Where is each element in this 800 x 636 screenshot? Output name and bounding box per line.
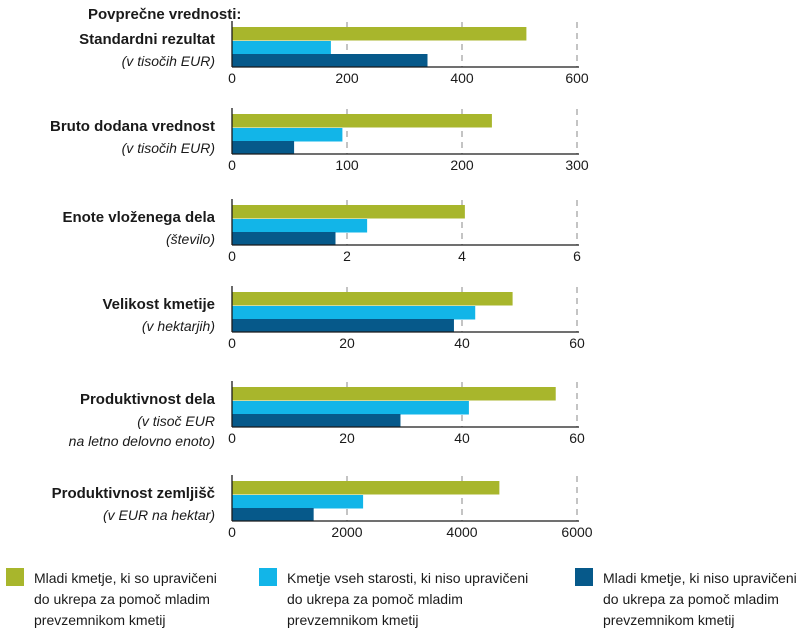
bar-5-1 <box>232 495 364 509</box>
legend-label: Mladi kmetje, ki so upravičeni <box>34 570 217 586</box>
panel-title: Velikost kmetije <box>102 296 215 313</box>
chart-legend: Mladi kmetje, ki so upravičeni do ukrepa … <box>6 568 797 628</box>
tick-label: 60 <box>569 430 585 446</box>
bar-5-0 <box>232 481 500 495</box>
panel-title: Produktivnost zemljišč <box>52 485 215 502</box>
tick-label: 0 <box>228 430 236 446</box>
panel-subtitle: (v tisočih EUR) <box>122 140 215 156</box>
tick-label: 4 <box>458 248 466 264</box>
tick-label: 40 <box>454 335 470 351</box>
tick-label: 0 <box>228 335 236 351</box>
legend-label: prevzemnikom kmetij <box>603 612 734 628</box>
legend-label: prevzemnikom kmetij <box>287 612 418 628</box>
chart-header: Povprečne vrednosti: <box>88 6 241 23</box>
tick-label: 6 <box>573 248 581 264</box>
panel-subtitle: na letno delovno enoto) <box>69 433 215 449</box>
tick-label: 400 <box>450 70 474 86</box>
bar-3-2 <box>232 319 454 333</box>
legend-label: do ukrepa za pomoč mladim <box>603 591 779 607</box>
legend-item-1: Kmetje vseh starosti, ki niso upravičeni… <box>259 568 528 628</box>
bar-3-1 <box>232 306 476 320</box>
tick-label: 300 <box>565 157 589 173</box>
panel-0: 0 200 400 600 Standardni rezultat (v tisočih … <box>79 21 589 86</box>
tick-label: 60 <box>569 335 585 351</box>
bar-0-0 <box>232 27 527 41</box>
bar-3-0 <box>232 292 513 306</box>
tick-label: 100 <box>335 157 359 173</box>
legend-item-0: Mladi kmetje, ki so upravičeni do ukrepa … <box>6 568 217 628</box>
tick-label: 4000 <box>446 524 477 540</box>
legend-swatch <box>259 568 277 586</box>
panel-title: Enote vloženega dela <box>62 209 215 226</box>
legend-label: do ukrepa za pomoč mladim <box>287 591 463 607</box>
panel-subtitle: (v tisoč EUR <box>137 413 215 429</box>
tick-label: 0 <box>228 524 236 540</box>
bar-5-2 <box>232 508 314 522</box>
bar-4-0 <box>232 387 556 401</box>
legend-label: Mladi kmetje, ki niso upravičeni <box>603 570 797 586</box>
tick-label: 0 <box>228 248 236 264</box>
panel-subtitle: (število) <box>166 231 215 247</box>
bar-4-2 <box>232 414 401 428</box>
bar-1-2 <box>232 141 295 155</box>
bar-2-0 <box>232 205 465 219</box>
panel-subtitle: (v EUR na hektar) <box>103 507 215 523</box>
legend-item-2: Mladi kmetje, ki niso upravičeni do ukrep… <box>575 568 797 628</box>
bar-1-1 <box>232 128 343 142</box>
tick-label: 20 <box>339 430 355 446</box>
panel-3: 0 20 40 60 Velikost kmetije (v hektarjih) <box>102 286 585 351</box>
panel-5: 0 2000 4000 6000 Produktivnost zemljišč (v EU… <box>52 475 593 540</box>
panel-subtitle: (v tisočih EUR) <box>122 53 215 69</box>
bar-0-1 <box>232 41 331 55</box>
panel-title: Produktivnost dela <box>80 391 216 408</box>
panel-1: 0 100 200 300 Bruto dodana vrednost (v tisoči… <box>50 108 589 173</box>
tick-label: 0 <box>228 70 236 86</box>
panel-2: 0 2 4 6 Enote vloženega dela (število) <box>62 199 581 264</box>
bar-4-1 <box>232 401 469 415</box>
tick-label: 0 <box>228 157 236 173</box>
tick-label: 20 <box>339 335 355 351</box>
tick-label: 40 <box>454 430 470 446</box>
tick-label: 2 <box>343 248 351 264</box>
tick-label: 600 <box>565 70 589 86</box>
tick-label: 6000 <box>561 524 592 540</box>
bar-2-1 <box>232 219 368 233</box>
panel-4: 0 20 40 60 Produktivnost dela (v tisoč EUR na … <box>69 381 585 449</box>
legend-label: Kmetje vseh starosti, ki niso upravičeni <box>287 570 528 586</box>
legend-swatch <box>6 568 24 586</box>
tick-label: 200 <box>450 157 474 173</box>
bar-1-0 <box>232 114 492 128</box>
panel-subtitle: (v hektarjih) <box>142 318 215 334</box>
legend-label: do ukrepa za pomoč mladim <box>34 591 210 607</box>
panel-title: Standardni rezultat <box>79 31 215 48</box>
legend-label: prevzemnikom kmetij <box>34 612 165 628</box>
tick-label: 2000 <box>331 524 362 540</box>
bar-2-2 <box>232 232 336 246</box>
legend-swatch <box>575 568 593 586</box>
panel-title: Bruto dodana vrednost <box>50 118 215 135</box>
tick-label: 200 <box>335 70 359 86</box>
bar-0-2 <box>232 54 428 68</box>
